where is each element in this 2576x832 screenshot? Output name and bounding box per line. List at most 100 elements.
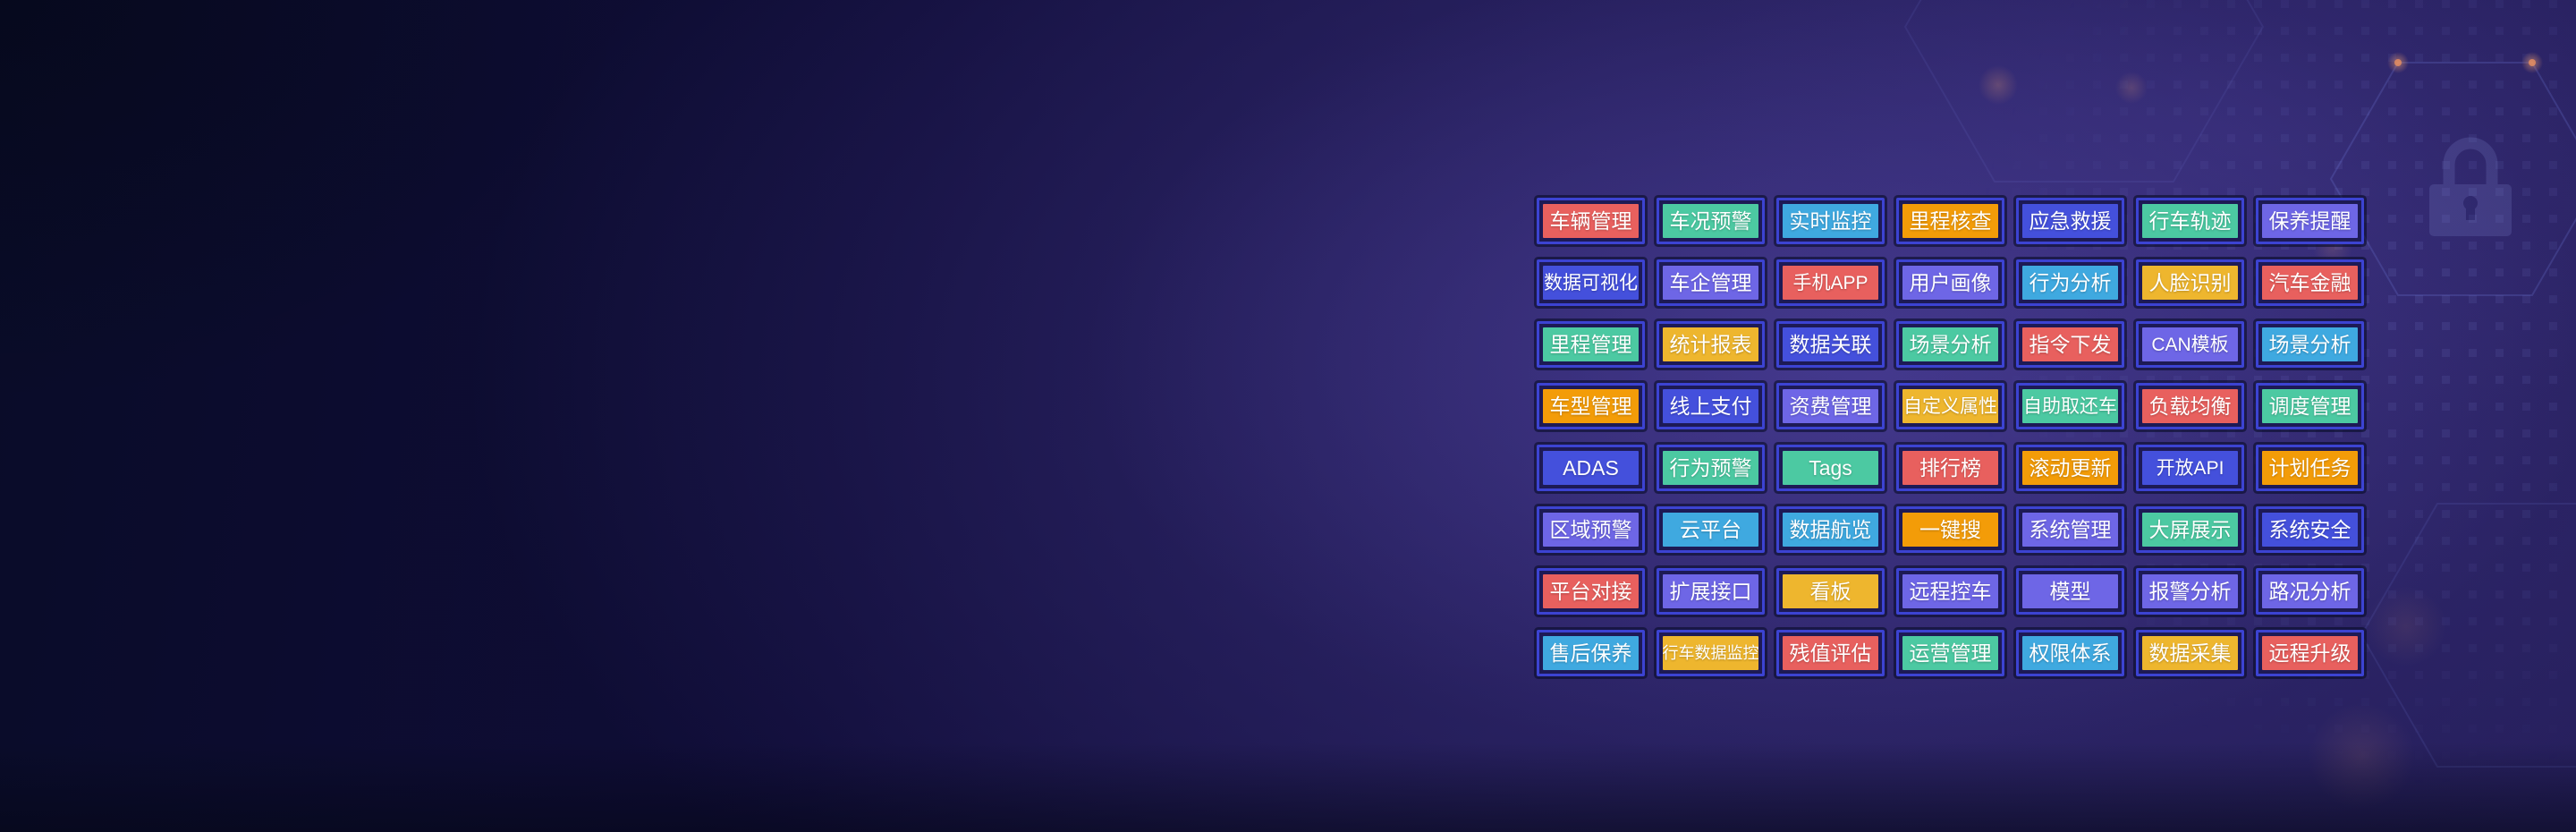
feature-tile-cell: 系统安全 [2256,506,2364,553]
feature-tile[interactable]: 车辆管理 [1543,204,1639,238]
feature-tile-cell: 计划任务 [2256,445,2364,491]
feature-tile[interactable]: 系统管理 [2022,513,2118,547]
feature-tile[interactable]: 数据采集 [2142,636,2238,670]
feature-tile[interactable]: 行车数据监控 [1663,636,1759,670]
feature-tile-cell: 车辆管理 [1537,198,1645,244]
feature-tile[interactable]: 调度管理 [2262,389,2358,423]
feature-tile-cell: 里程管理 [1537,321,1645,368]
feature-tile[interactable]: 场景分析 [2262,327,2358,361]
feature-tile[interactable]: CAN模板 [2142,327,2238,361]
feature-tile-cell: 里程核查 [1896,198,2004,244]
feature-tile-cell: 路况分析 [2256,568,2364,615]
feature-tile-cell: 用户画像 [1896,259,2004,306]
feature-tile-cell: 行车数据监控 [1657,630,1765,676]
feature-tile[interactable]: 数据可视化 [1543,266,1639,300]
feature-tile[interactable]: 开放API [2142,451,2238,485]
feature-tile[interactable]: 滚动更新 [2022,451,2118,485]
feature-tile-cell: 扩展接口 [1657,568,1765,615]
feature-tile-cell: 线上支付 [1657,383,1765,429]
feature-tile[interactable]: 模型 [2022,574,2118,608]
feature-tile[interactable]: 车企管理 [1663,266,1758,300]
feature-tile-cell: 残值评估 [1776,630,1885,676]
feature-tile[interactable]: 手机APP [1783,266,1878,300]
feature-tile[interactable]: 负载均衡 [2142,389,2238,423]
feature-tile[interactable]: 自定义属性 [1902,389,1998,423]
feature-tile-cell: 区域预警 [1537,506,1645,553]
feature-tile[interactable]: 汽车金融 [2262,266,2358,300]
feature-tile[interactable]: 行为预警 [1663,451,1758,485]
feature-tile[interactable]: 系统安全 [2262,513,2358,547]
feature-tile-cell: 系统管理 [2016,506,2124,553]
feature-tile-cell: 大屏展示 [2136,506,2244,553]
feature-tile[interactable]: 路况分析 [2262,574,2358,608]
feature-tile[interactable]: 应急救援 [2022,204,2118,238]
feature-tile-cell: 自定义属性 [1896,383,2004,429]
feature-tile[interactable]: 远程升级 [2262,636,2358,670]
feature-tile-cell: ADAS [1537,445,1645,491]
feature-tile-cell: 车况预警 [1657,198,1765,244]
feature-tile[interactable]: 看板 [1783,574,1878,608]
feature-tile[interactable]: 售后保养 [1543,636,1639,670]
feature-tile[interactable]: 车况预警 [1663,204,1758,238]
feature-tile-cell: 手机APP [1776,259,1885,306]
feature-tile[interactable]: 权限体系 [2022,636,2118,670]
feature-tile[interactable]: 里程核查 [1902,204,1998,238]
feature-tile[interactable]: ADAS [1543,451,1639,485]
feature-grid: 车辆管理 车况预警 实时监控 里程核查 应急救援 行车轨迹 保养提醒数据可视化 车企管理 手机A… [1537,198,2364,676]
feature-tile-cell: 车企管理 [1657,259,1765,306]
feature-tile[interactable]: 远程控车 [1902,574,1998,608]
feature-tile-cell: 平台对接 [1537,568,1645,615]
feature-tile[interactable]: 统计报表 [1663,327,1758,361]
lock-icon [2429,137,2512,236]
feature-tile-cell: 权限体系 [2016,630,2124,676]
feature-tile[interactable]: 运营管理 [1902,636,1998,670]
feature-tile-cell: 开放API [2136,445,2244,491]
feature-tile[interactable]: 人脸识别 [2142,266,2238,300]
feature-tile-cell: 调度管理 [2256,383,2364,429]
feature-tile[interactable]: 报警分析 [2142,574,2238,608]
feature-tile[interactable]: 行车轨迹 [2142,204,2238,238]
feature-tile[interactable]: 用户画像 [1902,266,1998,300]
feature-tile[interactable]: Tags [1783,451,1878,485]
feature-tile-cell: 看板 [1776,568,1885,615]
feature-tile[interactable]: 自助取还车 [2022,389,2118,423]
feature-tile-cell: 应急救援 [2016,198,2124,244]
feature-tile-cell: 报警分析 [2136,568,2244,615]
feature-tile-cell: 人脸识别 [2136,259,2244,306]
feature-tile-cell: 车型管理 [1537,383,1645,429]
feature-tile[interactable]: 平台对接 [1543,574,1639,608]
feature-tile[interactable]: 数据关联 [1783,327,1878,361]
feature-tile-cell: 场景分析 [1896,321,2004,368]
feature-tile-cell: 数据采集 [2136,630,2244,676]
feature-tile[interactable]: 线上支付 [1663,389,1758,423]
feature-tile[interactable]: 一键搜 [1902,513,1998,547]
feature-tile[interactable]: 排行榜 [1902,451,1998,485]
feature-tile[interactable]: 残值评估 [1783,636,1878,670]
feature-tile-cell: 排行榜 [1896,445,2004,491]
feature-tile[interactable]: 指令下发 [2022,327,2118,361]
feature-tile[interactable]: 区域预警 [1543,513,1639,547]
feature-tile-cell: Tags [1776,445,1885,491]
feature-tile[interactable]: 大屏展示 [2142,513,2238,547]
feature-tile-cell: 滚动更新 [2016,445,2124,491]
feature-tile[interactable]: 资费管理 [1783,389,1878,423]
feature-tile-cell: 数据可视化 [1537,259,1645,306]
feature-tile[interactable]: 实时监控 [1783,204,1878,238]
feature-tile[interactable]: 云平台 [1663,513,1758,547]
feature-tile-cell: 远程升级 [2256,630,2364,676]
feature-tile-cell: 云平台 [1657,506,1765,553]
feature-tile[interactable]: 里程管理 [1543,327,1639,361]
feature-tile-cell: CAN模板 [2136,321,2244,368]
feature-tile[interactable]: 扩展接口 [1663,574,1758,608]
feature-tile-cell: 行为预警 [1657,445,1765,491]
feature-tile[interactable]: 保养提醒 [2262,204,2358,238]
feature-tile[interactable]: 车型管理 [1543,389,1639,423]
feature-tile[interactable]: 场景分析 [1902,327,1998,361]
feature-tile[interactable]: 数据航览 [1783,513,1878,547]
bottom-vignette [0,743,2576,832]
feature-tile-cell: 一键搜 [1896,506,2004,553]
feature-tile[interactable]: 计划任务 [2262,451,2358,485]
feature-tile-cell: 数据关联 [1776,321,1885,368]
feature-tile[interactable]: 行为分析 [2022,266,2118,300]
feature-tile-cell: 行为分析 [2016,259,2124,306]
